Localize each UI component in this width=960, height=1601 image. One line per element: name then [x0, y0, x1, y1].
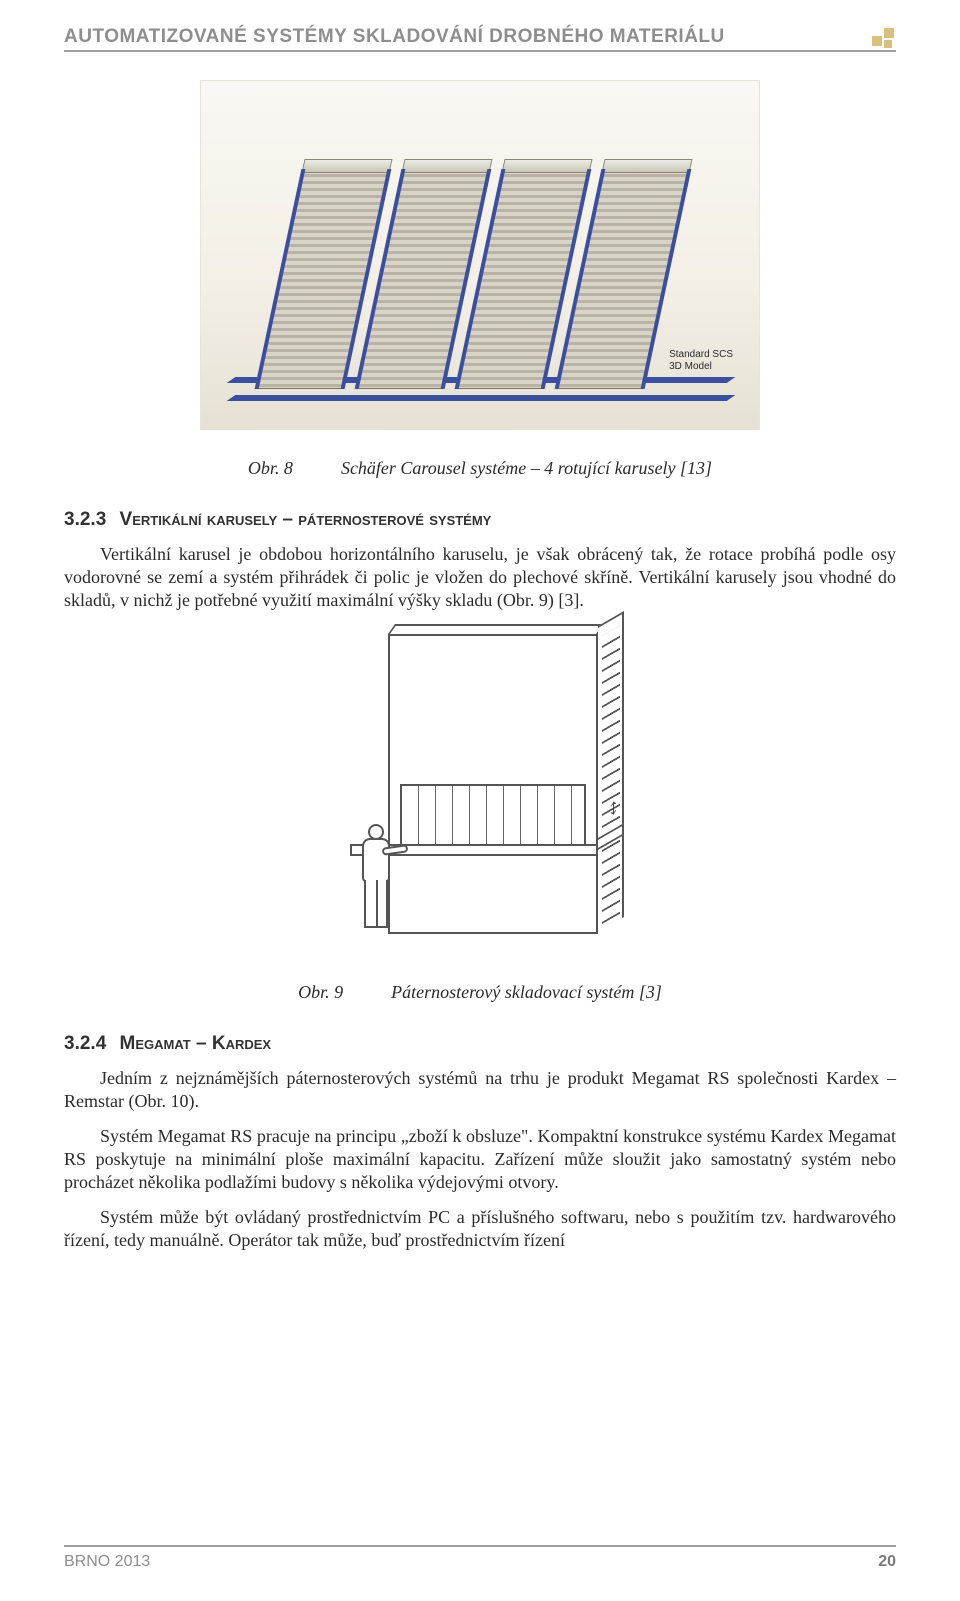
figure-9-caption: Obr. 9 Páternosterový skladovací systém …: [64, 982, 896, 1003]
figure-8-label: Obr. 8: [248, 458, 293, 479]
heading-number: 3.2.3: [64, 509, 106, 531]
para-3-2-4-1: Jedním z nejznámějších páternosterových …: [64, 1067, 896, 1113]
heading-3-2-3: 3.2.3 Vertikální karusely – páternostero…: [64, 509, 896, 531]
footer-left: BRNO 2013: [64, 1553, 150, 1571]
figure-8-caption-text: Schäfer Carousel systéme – 4 rotující ka…: [341, 458, 712, 479]
header-logo-icon: [872, 24, 896, 48]
para-3-2-3-1: Vertikální karusel je obdobou horizontál…: [64, 543, 896, 612]
figure-9-image: ↕: [310, 634, 650, 954]
para-3-2-4-2: Systém Megamat RS pracuje na principu „z…: [64, 1125, 896, 1194]
figure-8-render-label: Standard SCS 3D Model: [669, 349, 733, 373]
heading-3-2-4: 3.2.4 Megamat – Kardex: [64, 1033, 896, 1055]
para-3-2-4-3: Systém může být ovládaný prostřednictvím…: [64, 1206, 896, 1252]
figure-9: ↕ Obr. 9 Páternosterový skladovací systé…: [64, 634, 896, 1003]
heading-title: Vertikální karusely – páternosterové sys…: [120, 509, 492, 530]
page-header: AUTOMATIZOVANÉ SYSTÉMY SKLADOVÁNÍ DROBNÉ…: [64, 24, 896, 52]
figure-8-caption: Obr. 8 Schäfer Carousel systéme – 4 rotu…: [64, 458, 896, 479]
heading-title: Megamat – Kardex: [120, 1033, 272, 1054]
operator-icon: [348, 824, 402, 934]
footer-page-number: 20: [878, 1553, 896, 1571]
header-title: AUTOMATIZOVANÉ SYSTÉMY SKLADOVÁNÍ DROBNÉ…: [64, 26, 725, 48]
render-label-line2: 3D Model: [669, 361, 712, 372]
figure-9-caption-text: Páternosterový skladovací systém [3]: [391, 982, 662, 1003]
figure-9-label: Obr. 9: [298, 982, 343, 1003]
page-footer: BRNO 2013 20: [64, 1545, 896, 1571]
figure-8-image: Standard SCS 3D Model: [200, 80, 760, 430]
render-label-line1: Standard SCS: [669, 349, 733, 360]
heading-number: 3.2.4: [64, 1033, 106, 1055]
figure-8: Standard SCS 3D Model Obr. 8 Schäfer Car…: [64, 80, 896, 479]
